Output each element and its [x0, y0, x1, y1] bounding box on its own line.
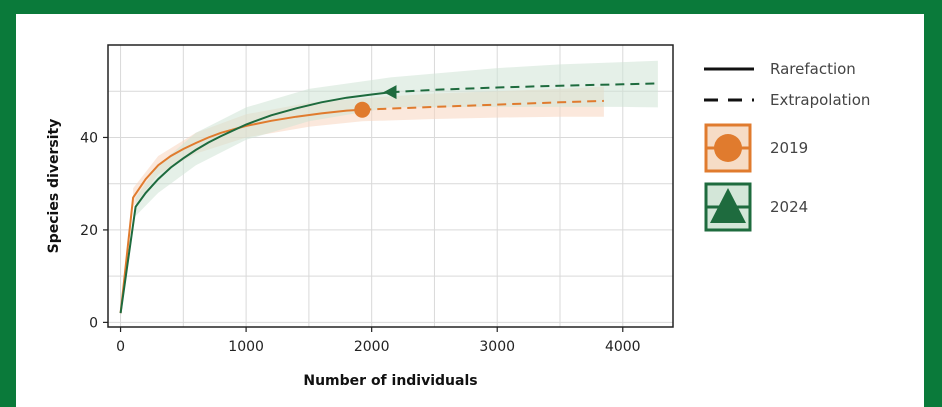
legend-extrapolation-label: Extrapolation — [770, 91, 870, 109]
y-tick-label: 20 — [80, 223, 98, 239]
legend-2019-circle-marker — [714, 134, 742, 162]
diversity-chart: 0 1000 2000 3000 4000 0 20 40 Number of individ… — [46, 44, 870, 389]
legend-2019-label: 2019 — [770, 139, 808, 157]
extrapolation-line-2019 — [362, 99, 604, 111]
x-tick-label: 1000 — [228, 339, 264, 355]
plot-frame — [107, 44, 674, 328]
chart-panel: 0 1000 2000 3000 4000 0 20 40 Number of individ… — [16, 14, 924, 407]
legend: Rarefaction Extrapolation 2019 2024 — [704, 60, 870, 232]
band-2024 — [135, 60, 658, 217]
y-axis-title: Species diversity — [46, 119, 62, 254]
series-lines — [119, 82, 658, 314]
x-tick-label: 4000 — [605, 339, 641, 355]
marker-2019 — [354, 101, 371, 118]
series-markers — [354, 85, 397, 118]
legend-2024-label: 2024 — [770, 198, 808, 216]
legend-2024-swatch — [704, 182, 752, 232]
legend-2019-swatch — [704, 123, 752, 173]
confidence-bands — [133, 60, 658, 217]
rarefaction-line-2024 — [119, 91, 391, 314]
x-tick-label: 0 — [116, 339, 125, 355]
marker-2024 — [383, 85, 397, 100]
rarefaction-line-2019 — [119, 108, 363, 314]
x-tick-label: 3000 — [479, 339, 515, 355]
tick-labels: 0 1000 2000 3000 4000 0 20 40 — [80, 130, 640, 355]
legend-2024-triangle-marker — [710, 188, 746, 223]
y-tick-label: 40 — [80, 130, 98, 146]
y-tick-label: 0 — [89, 315, 98, 331]
x-axis-title: Number of individuals — [303, 373, 477, 389]
legend-rarefaction-label: Rarefaction — [770, 60, 856, 78]
x-tick-label: 2000 — [354, 339, 390, 355]
extrapolation-line-2024 — [390, 82, 658, 94]
